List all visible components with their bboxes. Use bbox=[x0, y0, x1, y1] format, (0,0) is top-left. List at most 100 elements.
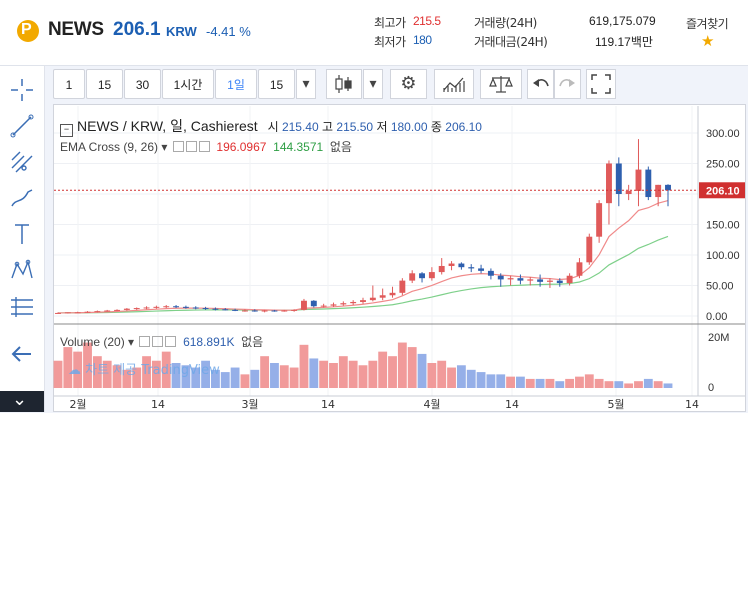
pattern-icon[interactable] bbox=[8, 256, 36, 284]
candle-body bbox=[202, 308, 209, 310]
volume-bar bbox=[279, 365, 289, 388]
header: P NEWS 206.1 KRW -4.41 % 최고가 215.5 최저가 1… bbox=[0, 0, 748, 65]
volume-bar bbox=[319, 360, 329, 388]
chart-legend: − NEWS / KRW, 일, Cashierest 시 215.40 고 21… bbox=[60, 116, 482, 137]
brush-icon[interactable] bbox=[8, 184, 36, 212]
compare-scale-icon[interactable] bbox=[480, 69, 522, 99]
candle-body bbox=[379, 295, 386, 298]
ema-slow-line bbox=[57, 235, 669, 314]
interval-1[interactable]: 1 bbox=[53, 69, 85, 99]
volume-bar bbox=[73, 351, 83, 388]
favorite-star-icon[interactable]: ★ bbox=[701, 32, 715, 50]
current-price: 206.1 bbox=[113, 19, 161, 40]
remove-icon[interactable] bbox=[165, 336, 177, 347]
volume-bar bbox=[122, 369, 132, 388]
candle-body bbox=[428, 272, 435, 279]
time-tick-label: 5월 bbox=[607, 398, 624, 411]
volume-tick-label: 0 bbox=[708, 382, 714, 394]
measure-icon[interactable] bbox=[8, 292, 36, 320]
candle-body bbox=[448, 263, 455, 266]
exchange-logo-icon: P bbox=[17, 20, 39, 42]
interval-30[interactable]: 30 bbox=[124, 69, 161, 99]
interval-1d[interactable]: 1일 bbox=[215, 69, 257, 99]
volume-bar bbox=[604, 381, 614, 388]
candle-body bbox=[625, 190, 632, 194]
candle-body bbox=[291, 309, 298, 311]
volume-bar bbox=[230, 367, 240, 388]
volume-bar bbox=[142, 356, 151, 388]
volume-bar bbox=[240, 374, 250, 388]
candle-body bbox=[419, 273, 425, 279]
candle-body bbox=[74, 312, 81, 314]
volume-value: 619,175.079 bbox=[589, 14, 656, 28]
volume-bar bbox=[191, 367, 201, 388]
interval-dropdown-icon[interactable]: ▾ bbox=[296, 69, 316, 99]
volume-bar bbox=[466, 369, 476, 388]
volume-bar bbox=[584, 374, 594, 388]
volume-bar bbox=[368, 360, 378, 388]
candle-body bbox=[163, 306, 170, 308]
candle-body bbox=[153, 306, 160, 308]
volume-bar bbox=[378, 351, 388, 388]
back-arrow-icon[interactable] bbox=[8, 340, 36, 368]
interval-1h[interactable]: 1시간 bbox=[162, 69, 214, 99]
candle-body bbox=[635, 169, 642, 191]
volume-bar bbox=[614, 381, 624, 388]
candle-body bbox=[507, 278, 514, 280]
indicators-icon[interactable] bbox=[434, 69, 474, 99]
volume-bar bbox=[289, 367, 299, 388]
last-price-tag-label: 206.10 bbox=[706, 185, 740, 197]
volume-bar bbox=[496, 374, 506, 388]
volume-bar bbox=[575, 376, 584, 388]
redo-icon[interactable] bbox=[554, 69, 581, 99]
time-tick-label: 4월 bbox=[423, 398, 440, 411]
settings-icon[interactable] bbox=[152, 336, 164, 347]
high-label: 최고가 bbox=[374, 16, 406, 30]
volume-bar bbox=[565, 378, 575, 388]
style-dropdown-icon[interactable]: ▾ bbox=[363, 69, 383, 99]
settings-gear-icon[interactable]: ⚙ bbox=[390, 69, 427, 99]
ema-label: EMA Cross (9, 26) bbox=[60, 140, 159, 154]
volume-bar bbox=[555, 381, 565, 388]
candle-body bbox=[389, 292, 396, 296]
candle-body bbox=[527, 279, 534, 281]
candle-body bbox=[409, 273, 416, 281]
candle-body bbox=[173, 306, 180, 308]
collapse-toolbar-button[interactable]: ⌄ bbox=[0, 389, 44, 412]
volume-bar bbox=[338, 356, 348, 388]
settings-icon[interactable] bbox=[185, 141, 197, 152]
undo-icon[interactable] bbox=[527, 69, 554, 99]
volume-bar bbox=[476, 372, 486, 388]
time-tick-label: 2월 bbox=[69, 398, 86, 411]
trend-line-icon[interactable] bbox=[8, 112, 36, 140]
chevron-down-icon[interactable]: ⌄ bbox=[12, 389, 28, 410]
volume-legend: Volume (20) ▾ 618.891K 없음 bbox=[60, 335, 264, 349]
remove-icon[interactable] bbox=[198, 141, 210, 152]
candle-body bbox=[143, 307, 150, 309]
volume-bar bbox=[506, 376, 515, 388]
volume-bar bbox=[92, 356, 102, 388]
eye-icon[interactable] bbox=[139, 336, 151, 347]
volume-bar bbox=[388, 356, 397, 388]
candle-style-icon[interactable] bbox=[326, 69, 362, 99]
candle-body bbox=[369, 297, 376, 301]
candle-body bbox=[55, 312, 61, 314]
eye-icon[interactable] bbox=[172, 141, 184, 152]
interval-15[interactable]: 15 bbox=[86, 69, 123, 99]
collapse-legend-icon[interactable]: − bbox=[60, 124, 73, 137]
ema-none-label: 없음 bbox=[329, 140, 352, 154]
fullscreen-icon[interactable] bbox=[586, 69, 616, 99]
volume-bar bbox=[525, 378, 535, 388]
price-tick-label: 0.00 bbox=[706, 311, 727, 323]
fib-tool-icon[interactable] bbox=[8, 148, 36, 176]
interval-custom[interactable]: 15 bbox=[258, 69, 295, 99]
text-tool-icon[interactable] bbox=[8, 220, 36, 248]
volume-tick-label: 20M bbox=[708, 332, 729, 344]
candle-body bbox=[222, 309, 229, 311]
candle-body bbox=[320, 305, 327, 307]
crosshair-icon[interactable] bbox=[8, 76, 36, 104]
favorite-label[interactable]: 즐겨찾기 bbox=[686, 17, 729, 31]
candle-body bbox=[192, 307, 199, 309]
volume-bar bbox=[594, 378, 604, 388]
